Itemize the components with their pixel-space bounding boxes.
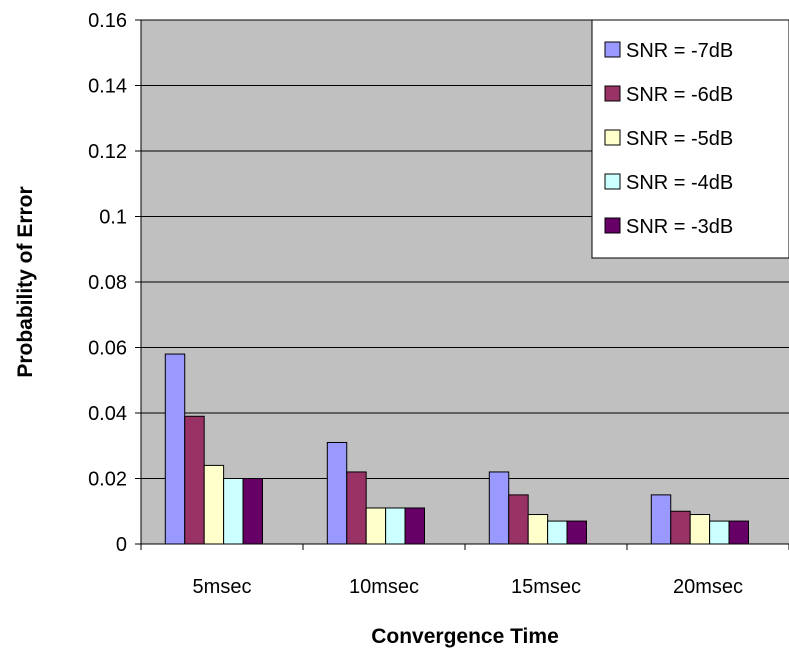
y-tick-label: 0 [116, 534, 127, 556]
y-tick-label: 0.12 [88, 141, 127, 163]
y-tick-label: 0.1 [99, 207, 127, 229]
bar-5-4 [728, 520, 749, 545]
legend-label: SNR = -6dB [626, 84, 733, 106]
y-tick-label: 0.16 [88, 10, 127, 32]
legend-swatch [604, 129, 621, 146]
x-axis: 5msec 10msec 15msec 20msec [140, 543, 789, 598]
y-axis-title: Probability of Error [14, 186, 37, 377]
legend-swatch [604, 217, 621, 234]
bar-1-3 [488, 471, 510, 545]
bar-3-2 [365, 507, 387, 545]
bar-5-2 [404, 507, 425, 545]
y-tick-label: 0.04 [88, 403, 127, 425]
x-tick-label: 15msec [511, 576, 581, 598]
bar-1-1 [164, 353, 186, 545]
x-axis-title: Convergence Time [371, 625, 559, 648]
x-tick-label: 20msec [673, 576, 743, 598]
legend-label: SNR = -4dB [626, 172, 733, 194]
x-tick-label: 5msec [193, 576, 252, 598]
bar-2-1 [184, 415, 205, 545]
legend: SNR = -7dB SNR = -6dB SNR = -5dB SNR = -4dB… [591, 19, 789, 259]
y-axis: 0 0.02 0.04 0.06 0.08 0.1 0.12 0.14 0.16 [88, 10, 142, 556]
bar-2-3 [508, 494, 529, 545]
bar-3-4 [689, 514, 711, 545]
bar-3-3 [527, 514, 549, 545]
y-tick-label: 0.06 [88, 338, 127, 360]
bar-4-2 [385, 507, 406, 545]
legend-swatch [604, 41, 621, 58]
legend-label: SNR = -3dB [626, 216, 733, 238]
bar-2-2 [346, 471, 367, 545]
bar-4-3 [547, 520, 568, 545]
y-tick-label: 0.02 [88, 469, 127, 491]
legend-swatch [604, 173, 621, 190]
bar-1-4 [650, 494, 672, 545]
bar-5-1 [242, 478, 263, 545]
legend-label: SNR = -7dB [626, 40, 733, 62]
x-tick-label: 10msec [349, 576, 419, 598]
bar-2-4 [670, 510, 691, 545]
y-tick-label: 0.08 [88, 272, 127, 294]
bar-4-1 [223, 478, 244, 545]
bar-4-4 [709, 520, 730, 545]
y-tick-label: 0.14 [88, 76, 127, 98]
bar-3-1 [203, 464, 225, 545]
legend-swatch [604, 85, 621, 102]
legend-box [591, 19, 789, 259]
bar-1-2 [326, 441, 348, 545]
bar-5-3 [566, 520, 587, 545]
legend-label: SNR = -5dB [626, 128, 733, 150]
